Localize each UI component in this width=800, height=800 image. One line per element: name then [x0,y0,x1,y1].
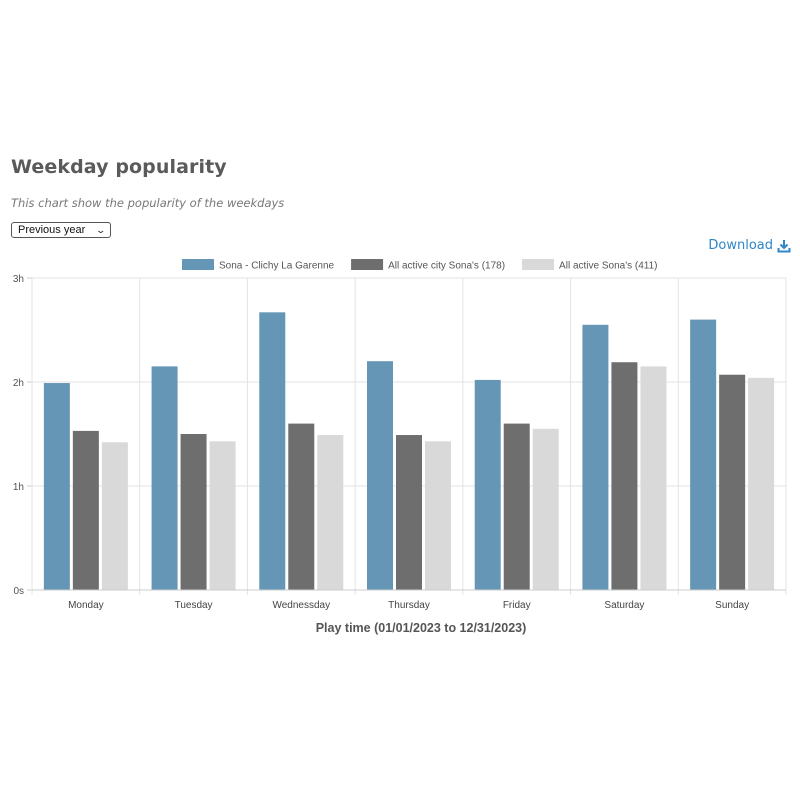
y-tick-label: 3h [13,274,24,285]
period-select[interactable]: Previous year ⌄ [11,222,111,238]
bar[interactable] [640,366,667,590]
x-tick-label: Sunday [715,600,749,611]
x-tick-label: Saturday [604,600,644,611]
chart-area: 0s 1h 2h 3h Monday Tuesday Wednessday Thursday F… [0,250,800,650]
legend-label[interactable]: All active Sona's (411) [559,261,657,272]
legend-swatch[interactable] [182,259,214,270]
bar[interactable] [582,324,609,590]
chevron-down-icon: ⌄ [95,224,107,235]
period-select-value: Previous year [18,224,86,236]
x-tick-label: Wednessday [272,600,330,611]
bar[interactable] [719,374,746,590]
bar[interactable] [367,361,393,590]
bar[interactable] [259,312,286,590]
bar[interactable] [317,435,344,590]
bar[interactable] [209,441,236,590]
download-icon [777,239,791,252]
x-tick-label: Thursday [388,600,430,611]
bar[interactable] [43,383,70,590]
bar[interactable] [396,435,422,590]
y-tick-label: 2h [13,378,24,389]
bar[interactable] [180,434,207,590]
bar[interactable] [425,441,451,590]
bar[interactable] [503,423,530,590]
x-tick-label: Friday [503,600,531,611]
download-button[interactable]: Download [708,238,791,253]
bar[interactable] [611,362,638,590]
download-label: Download [708,238,773,253]
legend-swatch[interactable] [351,259,384,270]
bar[interactable] [101,442,128,590]
x-tick-label: Tuesday [175,600,213,611]
bar[interactable] [532,428,559,590]
legend-label[interactable]: Sona - Clichy La Garenne [219,261,335,272]
x-tick-label: Monday [68,600,104,611]
y-tick-label: 0s [13,586,24,597]
bar[interactable] [151,366,178,590]
x-axis-title: Play time (01/01/2023 to 12/31/2023) [316,621,527,635]
chart-subtitle: This chart show the popularity of the we… [11,196,285,210]
y-tick-label: 1h [13,482,24,493]
bar[interactable] [72,430,99,590]
bar[interactable] [690,319,717,590]
bar[interactable] [748,377,775,590]
bar-chart: 0s 1h 2h 3h Monday Tuesday Wednessday Thursday F… [13,259,787,635]
bar[interactable] [474,379,501,590]
page-title: Weekday popularity [11,156,227,178]
legend-label[interactable]: All active city Sona's (178) [388,261,505,272]
legend-swatch[interactable] [522,259,555,270]
bar[interactable] [288,423,315,590]
